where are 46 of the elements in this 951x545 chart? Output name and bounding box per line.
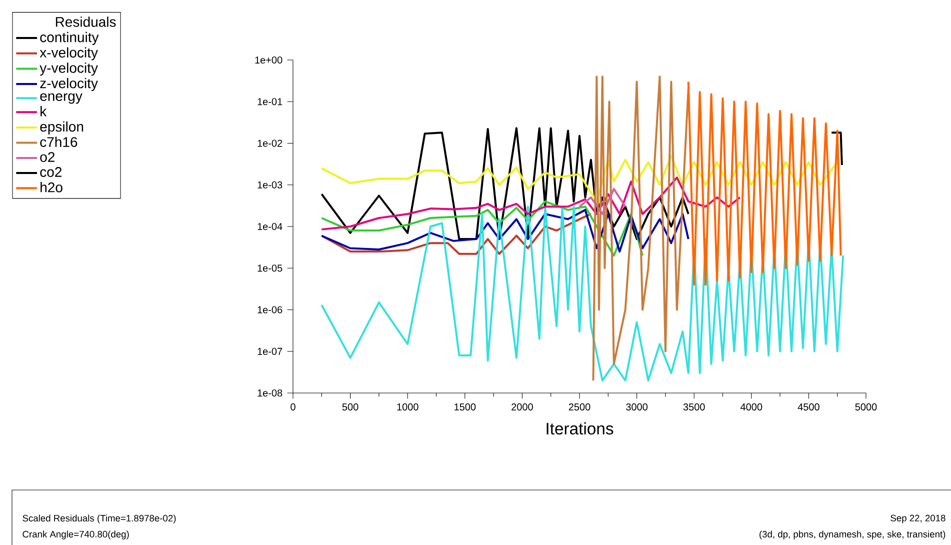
x-tick-label: 3000 [626,403,648,410]
legend-label: energy [40,93,82,104]
y-tick-label: 1e-07 [258,348,282,355]
legend-label: o2 [40,152,54,162]
line-series [320,206,844,382]
x-tick-label: 3500 [683,403,705,410]
text: Sep 22, 2018 [890,514,946,524]
y-tick-label: 1e-08 [258,389,282,397]
line-series [320,212,592,255]
y-tick-label: 1e-05 [258,264,282,272]
y-tick-label: 1e-01 [258,98,282,106]
x-tick-label: 5000 [855,403,877,410]
y-tick-label: 1e-03 [258,181,282,188]
text: (3d, dp, pbns, dynamesh, spe, ske, transient) [760,530,946,540]
x-tick-label: 500 [342,403,358,410]
x-tick-label: 4000 [740,403,762,410]
legend-label: co2 [40,167,62,177]
line-series [687,80,842,286]
y-tick-label: 1e-06 [258,306,282,314]
legend-title: Residuals [56,16,116,27]
legend-label: z-velocity [40,78,98,92]
y-tick-label: 1e-02 [258,140,282,147]
y-tick-label: 1e+00 [255,56,282,64]
x-tick-label: 2000 [512,403,533,410]
x-tick-label: 2500 [568,403,590,410]
line-series [320,208,690,253]
line-series [592,76,690,382]
legend-label: h2o [40,182,62,192]
line-series [320,176,741,230]
x-tick-label: 4500 [798,403,820,410]
line-series [578,188,626,215]
legend-label: y-velocity [40,62,98,76]
legend-label: continuity [40,32,99,45]
line-series [320,127,690,240]
x-axis-title: Iterations [546,422,614,435]
x-tick-label: 1000 [397,403,418,410]
legend-label: k [40,106,47,116]
y-tick-label: 1e-04 [258,222,282,230]
legend-label: epsilon [40,121,84,134]
x-tick-label: 0 [290,403,296,410]
legend-label: x-velocity [40,47,98,60]
legend-label: c7h16 [40,136,78,148]
line-series [320,200,644,257]
text: Scaled Residuals (Time=1.8978e-02) [22,514,176,524]
x-tick-label: 1500 [454,403,476,410]
text: Crank Angle=740.80(deg) [22,530,129,540]
